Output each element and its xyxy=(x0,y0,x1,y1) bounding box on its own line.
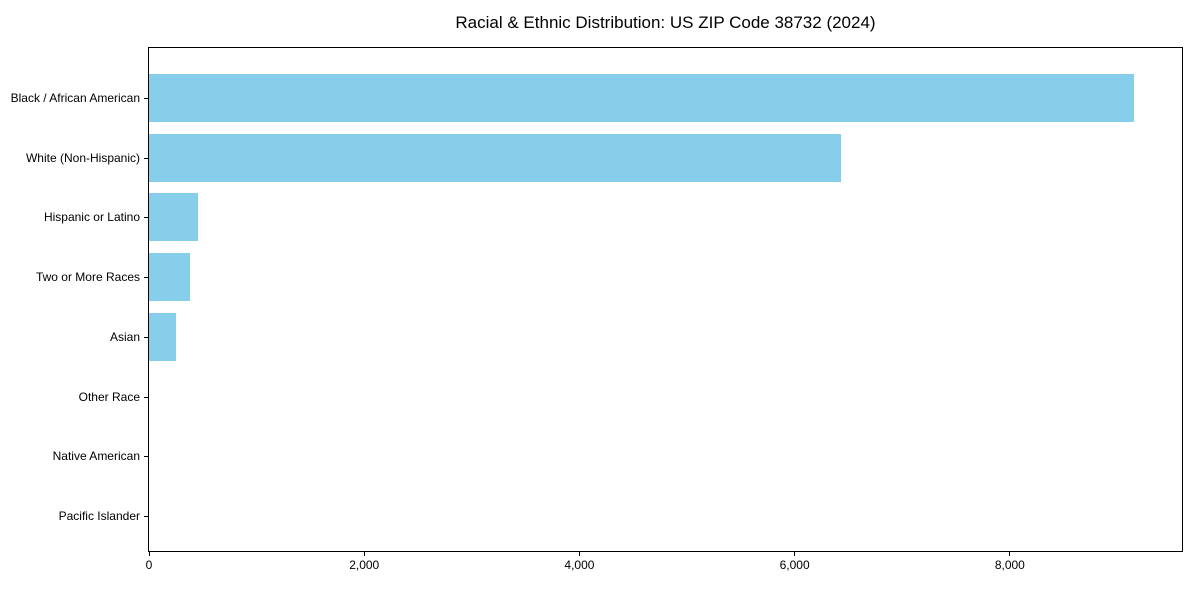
x-axis-tick xyxy=(794,551,796,556)
y-axis-tick xyxy=(144,217,148,219)
y-axis-label: Other Race xyxy=(78,389,140,404)
bar xyxy=(149,193,198,242)
x-axis-label: 0 xyxy=(145,558,153,572)
x-axis-label: 4,000 xyxy=(564,558,595,572)
y-axis-label: Asian xyxy=(109,329,140,344)
y-axis-label: Native American xyxy=(52,449,140,464)
x-axis-tick xyxy=(148,551,150,556)
y-axis-label: Hispanic or Latino xyxy=(43,210,140,225)
bar xyxy=(149,253,191,302)
y-axis-tick xyxy=(144,157,148,159)
bar xyxy=(149,133,841,182)
x-axis-tick xyxy=(578,551,580,556)
bar xyxy=(149,312,177,361)
y-axis-tick xyxy=(144,98,148,99)
y-axis-label: Two or More Races xyxy=(35,270,140,285)
x-axis-label: 6,000 xyxy=(779,558,810,572)
y-axis-tick xyxy=(144,515,148,517)
y-axis-tick xyxy=(144,396,148,398)
y-axis-label: White (Non-Hispanic) xyxy=(25,150,140,165)
x-axis-label: 8,000 xyxy=(994,558,1025,572)
y-axis-tick xyxy=(144,277,148,279)
x-axis-tick xyxy=(363,551,365,556)
y-axis-label: Black / African American xyxy=(10,91,140,105)
bar xyxy=(149,74,1134,122)
chart-title: Racial & Ethnic Distribution: US ZIP Cod… xyxy=(455,13,876,32)
plot-area: Black / African American White (Non-Hispa… xyxy=(11,47,1183,572)
y-axis-label: Pacific Islander xyxy=(58,508,140,523)
x-axis-label: 2,000 xyxy=(349,558,380,572)
y-axis-tick xyxy=(144,456,148,458)
x-axis-tick xyxy=(1009,551,1011,556)
y-axis-tick xyxy=(144,336,148,338)
